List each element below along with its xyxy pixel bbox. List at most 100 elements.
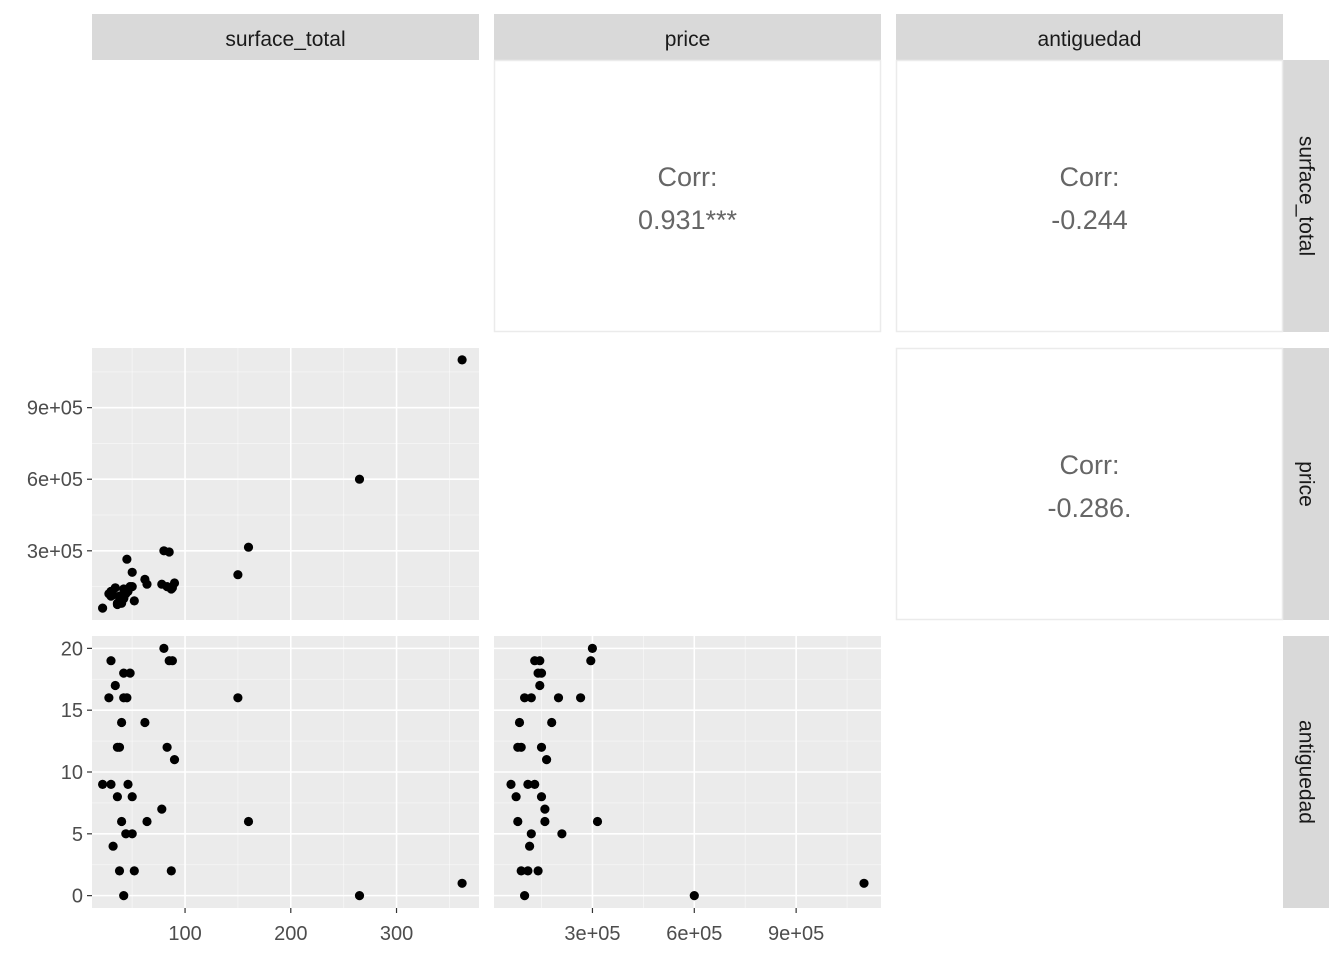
data-point (525, 841, 535, 851)
y-tick-label: 20 (61, 638, 83, 660)
corr-label: Corr: (658, 162, 718, 192)
data-point (536, 668, 547, 678)
data-point (110, 583, 120, 593)
data-point (557, 829, 567, 839)
strip-top-antiguedad: antiguedad (896, 14, 1283, 60)
data-point (117, 816, 127, 827)
data-point (169, 755, 180, 765)
data-point (166, 584, 176, 594)
data-point (576, 693, 586, 703)
y-tick-label: 5 (72, 824, 83, 846)
data-point (117, 717, 127, 728)
data-point (586, 656, 596, 666)
data-point (127, 792, 137, 802)
strip-label: price (665, 28, 711, 51)
data-point (354, 891, 365, 901)
data-point (536, 742, 547, 752)
data-point (523, 779, 533, 790)
strip-label: antiguedad (1295, 720, 1318, 824)
x-tick-label: 6e+05 (666, 923, 722, 945)
strip-right-antiguedad: antiguedad (1283, 636, 1329, 908)
data-point (119, 668, 129, 678)
data-point (127, 829, 137, 839)
data-point (114, 866, 125, 876)
corr-panel-border (493, 59, 882, 333)
data-point (167, 656, 177, 666)
scatter-panel-antiguedad-vs-price (494, 636, 881, 908)
data-point (157, 579, 167, 589)
strip-top-surface-total: surface_total (92, 14, 479, 60)
data-point (159, 643, 169, 654)
data-point (587, 643, 598, 654)
data-point (523, 866, 533, 876)
data-point (553, 693, 564, 703)
x-tick-label: 9e+05 (768, 923, 824, 945)
data-point (129, 596, 139, 606)
scatter-panel-antiguedad-vs-surface-total (92, 636, 479, 908)
data-point (457, 355, 467, 365)
x-tick-label: 300 (380, 923, 413, 945)
data-point (243, 816, 254, 827)
data-point (533, 866, 543, 876)
data-point (535, 680, 545, 691)
corr-label: Corr: (1060, 162, 1120, 192)
data-point (513, 816, 523, 827)
strip-bg (92, 14, 479, 60)
strip-bg (896, 14, 1283, 60)
data-point (592, 816, 603, 827)
strip-bg (1283, 636, 1329, 908)
strip-right-price: price (1283, 348, 1329, 620)
y-tick-label: 3e+05 (27, 541, 83, 563)
data-point (233, 570, 243, 580)
data-point (129, 866, 139, 876)
data-point (457, 878, 467, 888)
corr-panel-border (895, 59, 1284, 333)
data-point (122, 693, 132, 703)
corr-panel-price-antiguedad: Corr: -0.286. (895, 347, 1284, 621)
data-point (516, 742, 526, 752)
data-point (98, 779, 108, 790)
data-point (540, 804, 550, 814)
x-tick-label: 3e+05 (564, 923, 620, 945)
data-point (142, 816, 152, 827)
corr-value: -0.286. (1047, 493, 1131, 523)
data-point (547, 717, 557, 728)
y-tick-label: 15 (61, 700, 83, 722)
x-tick-label: 200 (274, 923, 307, 945)
data-point (511, 792, 521, 802)
data-point (516, 866, 526, 876)
data-point (530, 779, 540, 790)
strip-label: price (1295, 461, 1318, 507)
scatter-panel-price-vs-surface-total (92, 348, 479, 620)
data-point (127, 567, 137, 577)
data-point (233, 693, 243, 703)
y-tick-label: 0 (72, 886, 83, 908)
data-point (162, 742, 172, 752)
data-point (106, 656, 116, 666)
data-point (98, 603, 108, 613)
data-point (520, 693, 530, 703)
data-point (354, 474, 365, 484)
y-tick-label: 6e+05 (27, 469, 83, 491)
corr-panel-border (895, 347, 1284, 621)
data-point (859, 878, 869, 888)
data-point (121, 829, 131, 839)
data-point (520, 891, 530, 901)
corr-value: -0.244 (1051, 205, 1128, 235)
data-point (166, 866, 176, 876)
strip-bg (1283, 60, 1329, 332)
data-point (540, 816, 550, 827)
data-point (119, 593, 129, 604)
strip-right-surface-total: surface_total (1283, 60, 1329, 332)
strip-bg (1283, 348, 1329, 620)
data-point (535, 656, 545, 666)
data-point (123, 779, 133, 790)
data-point (506, 779, 516, 790)
corr-panel-surface-total-price: Corr: 0.931*** (493, 59, 882, 333)
corr-panel-surface-total-antiguedad: Corr: -0.244 (895, 59, 1284, 333)
data-point (526, 829, 536, 839)
corr-value: 0.931*** (638, 205, 738, 235)
strip-label: antiguedad (1038, 28, 1142, 51)
strip-bg (494, 14, 881, 60)
